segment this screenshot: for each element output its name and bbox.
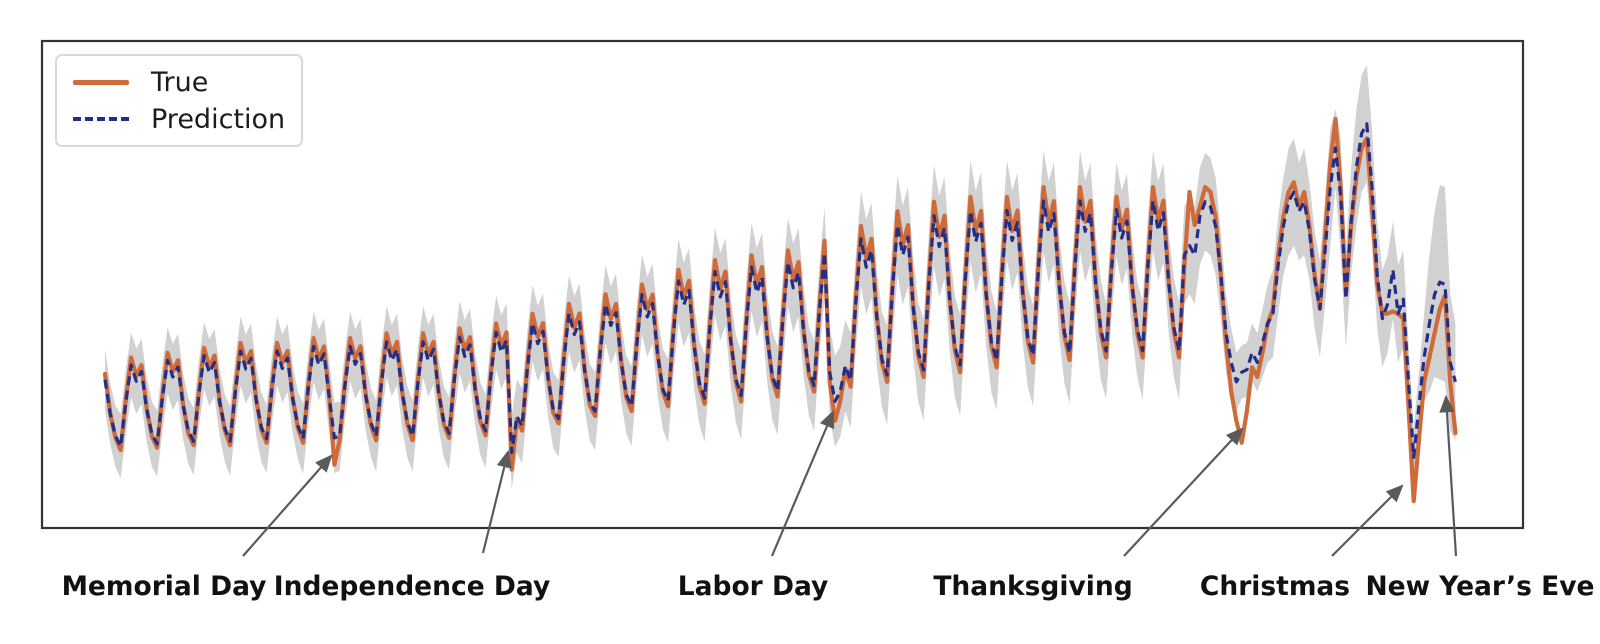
annotation-arrow-new-year-s-eve bbox=[1439, 394, 1458, 557]
annotation-arrow-labor-day bbox=[770, 409, 835, 557]
annotation-label-thanksgiving: Thanksgiving bbox=[933, 571, 1132, 602]
annotation-label-labor-day: Labor Day bbox=[678, 571, 829, 602]
annotation-arrow-christmas bbox=[1331, 484, 1404, 557]
chart-legend: True Prediction bbox=[55, 54, 303, 147]
legend-label-prediction: Prediction bbox=[151, 103, 286, 135]
true-line-swatch bbox=[73, 79, 129, 85]
annotation-label-independence-day: Independence Day bbox=[274, 571, 551, 602]
prediction-line bbox=[103, 122, 1457, 459]
annotation-label-christmas: Christmas bbox=[1200, 571, 1350, 602]
annotation-label-new-year-s-eve: New Year’s Eve bbox=[1365, 571, 1594, 602]
annotation-arrow-memorial-day bbox=[242, 454, 333, 557]
legend-label-true: True bbox=[151, 66, 209, 98]
legend-item-true: True bbox=[73, 69, 301, 96]
true-line bbox=[102, 116, 1458, 504]
uncertainty-band bbox=[105, 65, 1456, 490]
plot-frame bbox=[40, 39, 1525, 530]
annotation-arrow-independence-day bbox=[481, 449, 512, 554]
annotation-arrow-thanksgiving bbox=[1123, 427, 1244, 557]
legend-item-prediction: Prediction bbox=[73, 106, 301, 133]
prediction-line-swatch bbox=[73, 117, 129, 121]
annotation-label-memorial-day: Memorial Day bbox=[62, 571, 267, 602]
